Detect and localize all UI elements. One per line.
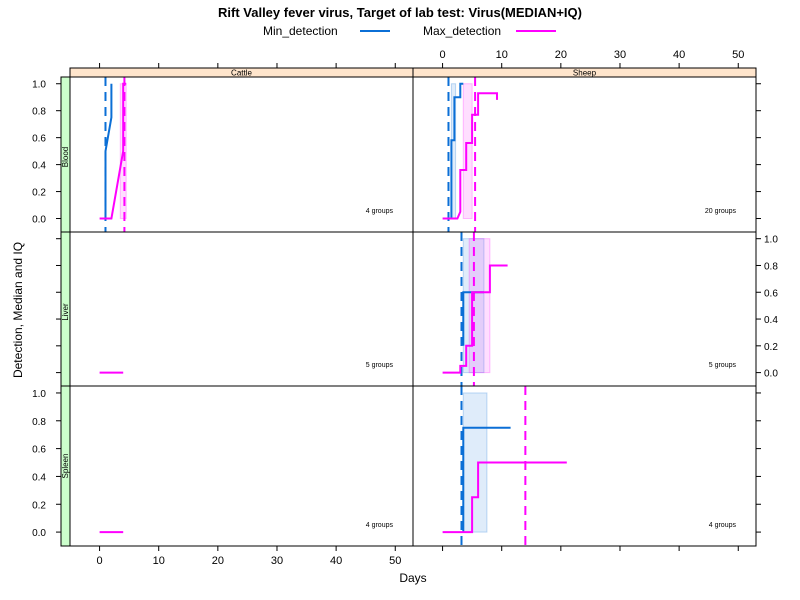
panel-border [69,385,414,547]
x-tick-label: 40 [330,555,342,567]
y-tick-label-right: 1.0 [764,235,778,246]
panel-liver-cattle: 5 groups [69,231,414,387]
min-detection-series [104,83,113,219]
x-tick-label-top: 10 [496,49,508,61]
y-tick-label: 0.6 [32,134,46,145]
y-tick-label-right: 0.0 [764,369,778,380]
y-tick-label: 0.8 [32,107,46,118]
max-detection-series [442,92,498,220]
max-detection-series [442,461,567,534]
y-tick-label: 0.0 [32,528,46,539]
x-tick-label-top: 40 [673,49,685,61]
y-tick-label: 0.0 [32,215,46,226]
legend: Min_detection Max_detection [263,24,556,38]
strip-label-sheep: Sheep [573,69,597,78]
panel-spleen-cattle: 4 groups [69,385,414,547]
y-tick-label: 1.0 [32,389,46,400]
y-tick-label: 0.6 [32,445,46,456]
y-tick-label-right: 0.8 [764,261,778,272]
max-detection-series [99,82,127,220]
y-tick-label-right: 0.4 [764,315,778,326]
y-tick-label: 0.8 [32,417,46,428]
panel-border [69,231,414,387]
x-tick-label-top: 0 [440,49,446,61]
x-tick-label: 20 [212,555,224,567]
strip-label-cattle: Cattle [231,69,252,78]
y-axis-label: Detection, Median and IQ [11,242,25,378]
x-tick-label: 50 [389,555,401,567]
y-tick-label: 0.2 [32,188,46,199]
max-iq-band [462,83,473,220]
y-tick-label: 0.4 [32,472,46,483]
x-tick-label: 30 [271,555,283,567]
groups-label: 4 groups [366,208,394,215]
min-detection-series [450,82,464,219]
x-tick-label-top: 30 [614,49,626,61]
strip-label-blood: Blood [61,147,70,167]
x-tick-label: 10 [153,555,165,567]
groups-label: 5 groups [709,362,737,369]
strip-label-liver: Liver [61,303,70,321]
y-tick-label: 0.2 [32,500,46,511]
groups-label: 20 groups [705,208,737,215]
max-detection-series [442,264,508,374]
x-tick-label-top: 50 [732,49,744,61]
x-tick-label: 0 [97,555,103,567]
panel-grid: Cattle Sheep Blood Liver Spleen 4 groups 20 gr… [32,49,778,567]
panel-blood-sheep: 20 groups [412,76,757,233]
x-axis-label: Days [399,571,426,585]
panel-border [412,385,757,547]
y-tick-label-right: 0.6 [764,288,778,299]
groups-label: 5 groups [366,362,394,369]
legend-max-label: Max_detection [423,24,501,38]
strip-label-spleen: Spleen [61,454,70,479]
panel-spleen-sheep: 4 groups [412,385,757,547]
x-tick-label-top: 20 [555,49,567,61]
y-tick-label-right: 0.2 [764,342,778,353]
y-tick-label: 1.0 [32,80,46,91]
y-tick-label: 0.4 [32,161,46,172]
panel-blood-cattle: 4 groups [69,76,414,233]
legend-min-label: Min_detection [263,24,338,38]
groups-label: 4 groups [366,522,394,529]
groups-label: 4 groups [709,522,737,529]
min-detection-series [462,426,511,533]
panel-liver-sheep: 5 groups [412,231,757,387]
chart-title: Rift Valley fever virus, Target of lab t… [218,5,582,20]
